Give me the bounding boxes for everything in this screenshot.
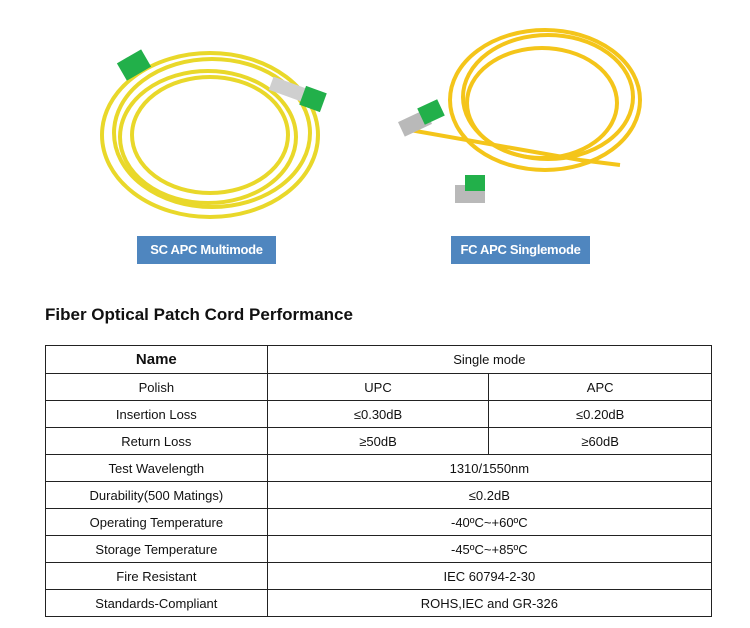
row-value: IEC 60794-2-30 xyxy=(266,562,713,590)
row-label: Durability(500 Matings) xyxy=(45,481,268,509)
table-row: Test Wavelength 1310/1550nm xyxy=(45,454,713,482)
upc-value: ≥50dB xyxy=(266,427,490,455)
header-value: Single mode xyxy=(266,345,713,374)
table-row: Durability(500 Matings) ≤0.2dB xyxy=(45,481,713,509)
upc-value: ≤0.30dB xyxy=(266,400,490,428)
row-label: Polish xyxy=(45,373,268,401)
row-label: Storage Temperature xyxy=(45,535,268,563)
apc-value: ≤0.20dB xyxy=(488,400,712,428)
row-label: Standards-Compliant xyxy=(45,589,268,617)
apc-value: ≥60dB xyxy=(488,427,712,455)
row-value: -40ºC~+60ºC xyxy=(266,508,713,536)
row-label: Return Loss xyxy=(45,427,268,455)
row-label: Insertion Loss xyxy=(45,400,268,428)
sc-apc-patch-cord-image xyxy=(100,49,327,219)
row-value: ROHS,IEC and GR-326 xyxy=(266,589,713,617)
row-value: ≤0.2dB xyxy=(266,481,713,509)
row-label: Test Wavelength xyxy=(45,454,268,482)
table-row: Insertion Loss ≤0.30dB ≤0.20dB xyxy=(45,400,712,428)
apc-value: APC xyxy=(488,373,712,401)
table-row: Fire Resistant IEC 60794-2-30 xyxy=(45,562,713,590)
performance-table: Name Single mode Polish UPC APC Insertio… xyxy=(45,345,713,617)
row-label: Operating Temperature xyxy=(45,508,268,536)
caption-sc-apc-multimode: SC APC Multimode xyxy=(137,236,276,264)
caption-fc-apc-singlemode: FC APC Singlemode xyxy=(451,236,590,264)
table-row: Polish UPC APC xyxy=(45,373,712,401)
upc-value: UPC xyxy=(266,373,490,401)
table-row: Return Loss ≥50dB ≥60dB xyxy=(45,427,712,455)
table-row: Standards-Compliant ROHS,IEC and GR-326 xyxy=(45,589,713,617)
table-row: Storage Temperature -45ºC~+85ºC xyxy=(45,535,713,563)
header-name: Name xyxy=(45,345,268,374)
fc-apc-patch-cord-image xyxy=(398,28,642,203)
row-value: -45ºC~+85ºC xyxy=(266,535,713,563)
table-row: Operating Temperature -40ºC~+60ºC xyxy=(45,508,713,536)
table-title: Fiber Optical Patch Cord Performance xyxy=(45,305,353,324)
row-value: 1310/1550nm xyxy=(266,454,713,482)
table-header-row: Name Single mode xyxy=(45,345,713,374)
row-label: Fire Resistant xyxy=(45,562,268,590)
